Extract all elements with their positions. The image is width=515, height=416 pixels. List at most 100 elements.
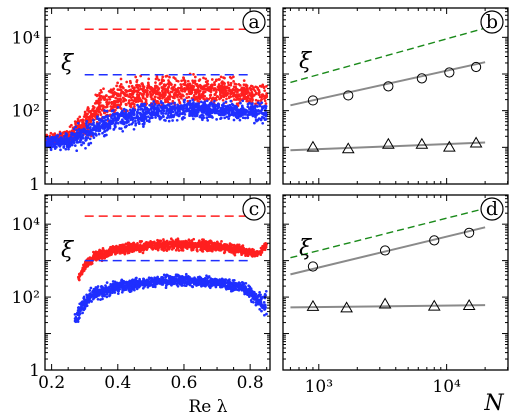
red-point: [81, 120, 85, 123]
red-point: [151, 97, 155, 101]
blue-point: [182, 99, 186, 103]
blue-point: [85, 124, 89, 128]
red-point: [97, 250, 101, 253]
red-point: [178, 100, 181, 104]
blue-point: [167, 119, 171, 123]
blue-point: [242, 113, 246, 116]
red-point: [116, 81, 119, 85]
blue-point: [175, 118, 179, 122]
blue-point: [105, 281, 109, 284]
red-point: [94, 258, 98, 262]
red-point: [247, 94, 250, 98]
red-point: [108, 247, 112, 251]
blue-point: [263, 104, 267, 108]
blue-point: [149, 112, 153, 115]
blue-point: [52, 135, 56, 139]
blue-point: [252, 293, 255, 297]
blue-point: [221, 110, 224, 113]
blue-point: [243, 290, 246, 294]
red-point: [134, 100, 138, 104]
blue-point: [174, 111, 178, 115]
blue-point: [243, 109, 247, 113]
blue-point: [239, 111, 242, 115]
blue-point: [210, 115, 214, 118]
circle-marker: [470, 61, 482, 73]
red-point: [113, 251, 117, 254]
blue-point: [92, 136, 96, 139]
red-point: [118, 104, 122, 107]
blue-point: [213, 111, 217, 115]
blue-point: [53, 147, 57, 150]
blue-point: [77, 132, 81, 136]
blue-point: [111, 280, 115, 283]
blue-point: [159, 116, 163, 120]
red-point: [133, 96, 137, 100]
red-point: [221, 245, 225, 249]
blue-point: [116, 292, 120, 295]
red-point: [168, 97, 172, 101]
blue-point: [122, 107, 126, 111]
blue-point: [84, 146, 87, 150]
blue-point: [251, 291, 255, 294]
red-point: [230, 248, 233, 251]
red-point: [265, 85, 268, 88]
red-point: [81, 123, 85, 127]
red-point: [237, 88, 240, 92]
blue-point: [153, 104, 156, 108]
red-point: [61, 131, 65, 135]
blue-point: [219, 117, 222, 121]
blue-point: [228, 103, 232, 107]
blue-point: [200, 284, 203, 288]
red-point: [223, 82, 226, 85]
red-point: [179, 88, 183, 92]
red-point: [254, 91, 258, 95]
red-point: [130, 248, 133, 252]
red-point: [73, 120, 77, 123]
red-point: [99, 88, 103, 92]
red-point: [213, 83, 216, 86]
blue-point: [195, 110, 199, 114]
blue-point: [59, 148, 62, 152]
red-point: [210, 244, 214, 247]
red-point: [193, 75, 197, 79]
red-point: [186, 83, 190, 87]
blue-point: [250, 103, 253, 106]
red-point: [124, 94, 127, 97]
blue-point: [264, 117, 268, 121]
blue-point: [97, 132, 101, 136]
red-point: [115, 103, 118, 107]
blue-point: [73, 144, 77, 147]
red-point: [187, 88, 190, 91]
blue-point: [86, 136, 90, 140]
red-point: [255, 252, 258, 256]
blue-point: [223, 111, 227, 114]
red-point: [259, 246, 263, 250]
red-point: [170, 87, 173, 90]
blue-point: [111, 121, 115, 124]
blue-point: [254, 115, 257, 119]
blue-point: [243, 116, 247, 120]
blue-point: [104, 118, 108, 122]
red-point: [133, 103, 136, 106]
blue-point: [52, 139, 56, 142]
blue-point: [151, 106, 155, 110]
blue-point: [127, 123, 131, 127]
blue-point: [261, 121, 265, 125]
red-point: [82, 266, 86, 270]
red-point: [223, 248, 227, 251]
blue-point: [242, 282, 246, 286]
red-point: [244, 83, 248, 87]
red-point: [139, 248, 143, 251]
red-point: [219, 75, 223, 79]
red-point: [198, 89, 202, 93]
red-point: [107, 95, 111, 99]
triangle-marker: [442, 140, 456, 152]
red-point: [126, 241, 130, 245]
blue-point: [74, 315, 78, 319]
blue-point: [239, 114, 243, 118]
blue-point: [167, 103, 171, 107]
blue-point: [72, 127, 76, 131]
red-point: [203, 244, 206, 248]
blue-point: [89, 128, 92, 131]
